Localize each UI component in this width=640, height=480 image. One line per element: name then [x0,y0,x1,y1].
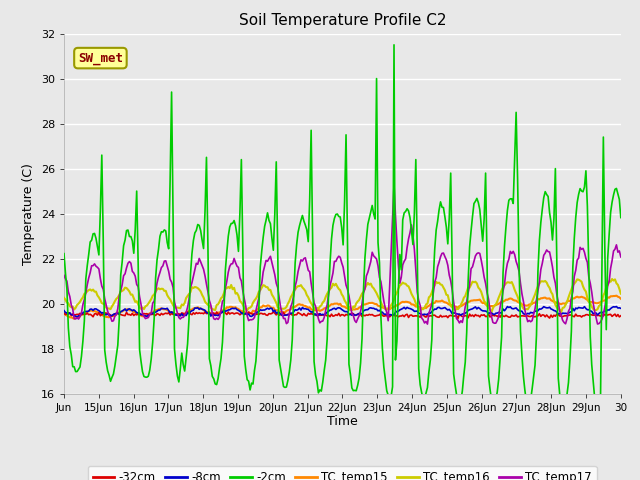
Text: SW_met: SW_met [78,51,123,65]
Title: Soil Temperature Profile C2: Soil Temperature Profile C2 [239,13,446,28]
X-axis label: Time: Time [327,415,358,429]
Y-axis label: Temperature (C): Temperature (C) [22,163,35,264]
Legend: -32cm, -8cm, -2cm, TC_temp15, TC_temp16, TC_temp17: -32cm, -8cm, -2cm, TC_temp15, TC_temp16,… [88,466,596,480]
